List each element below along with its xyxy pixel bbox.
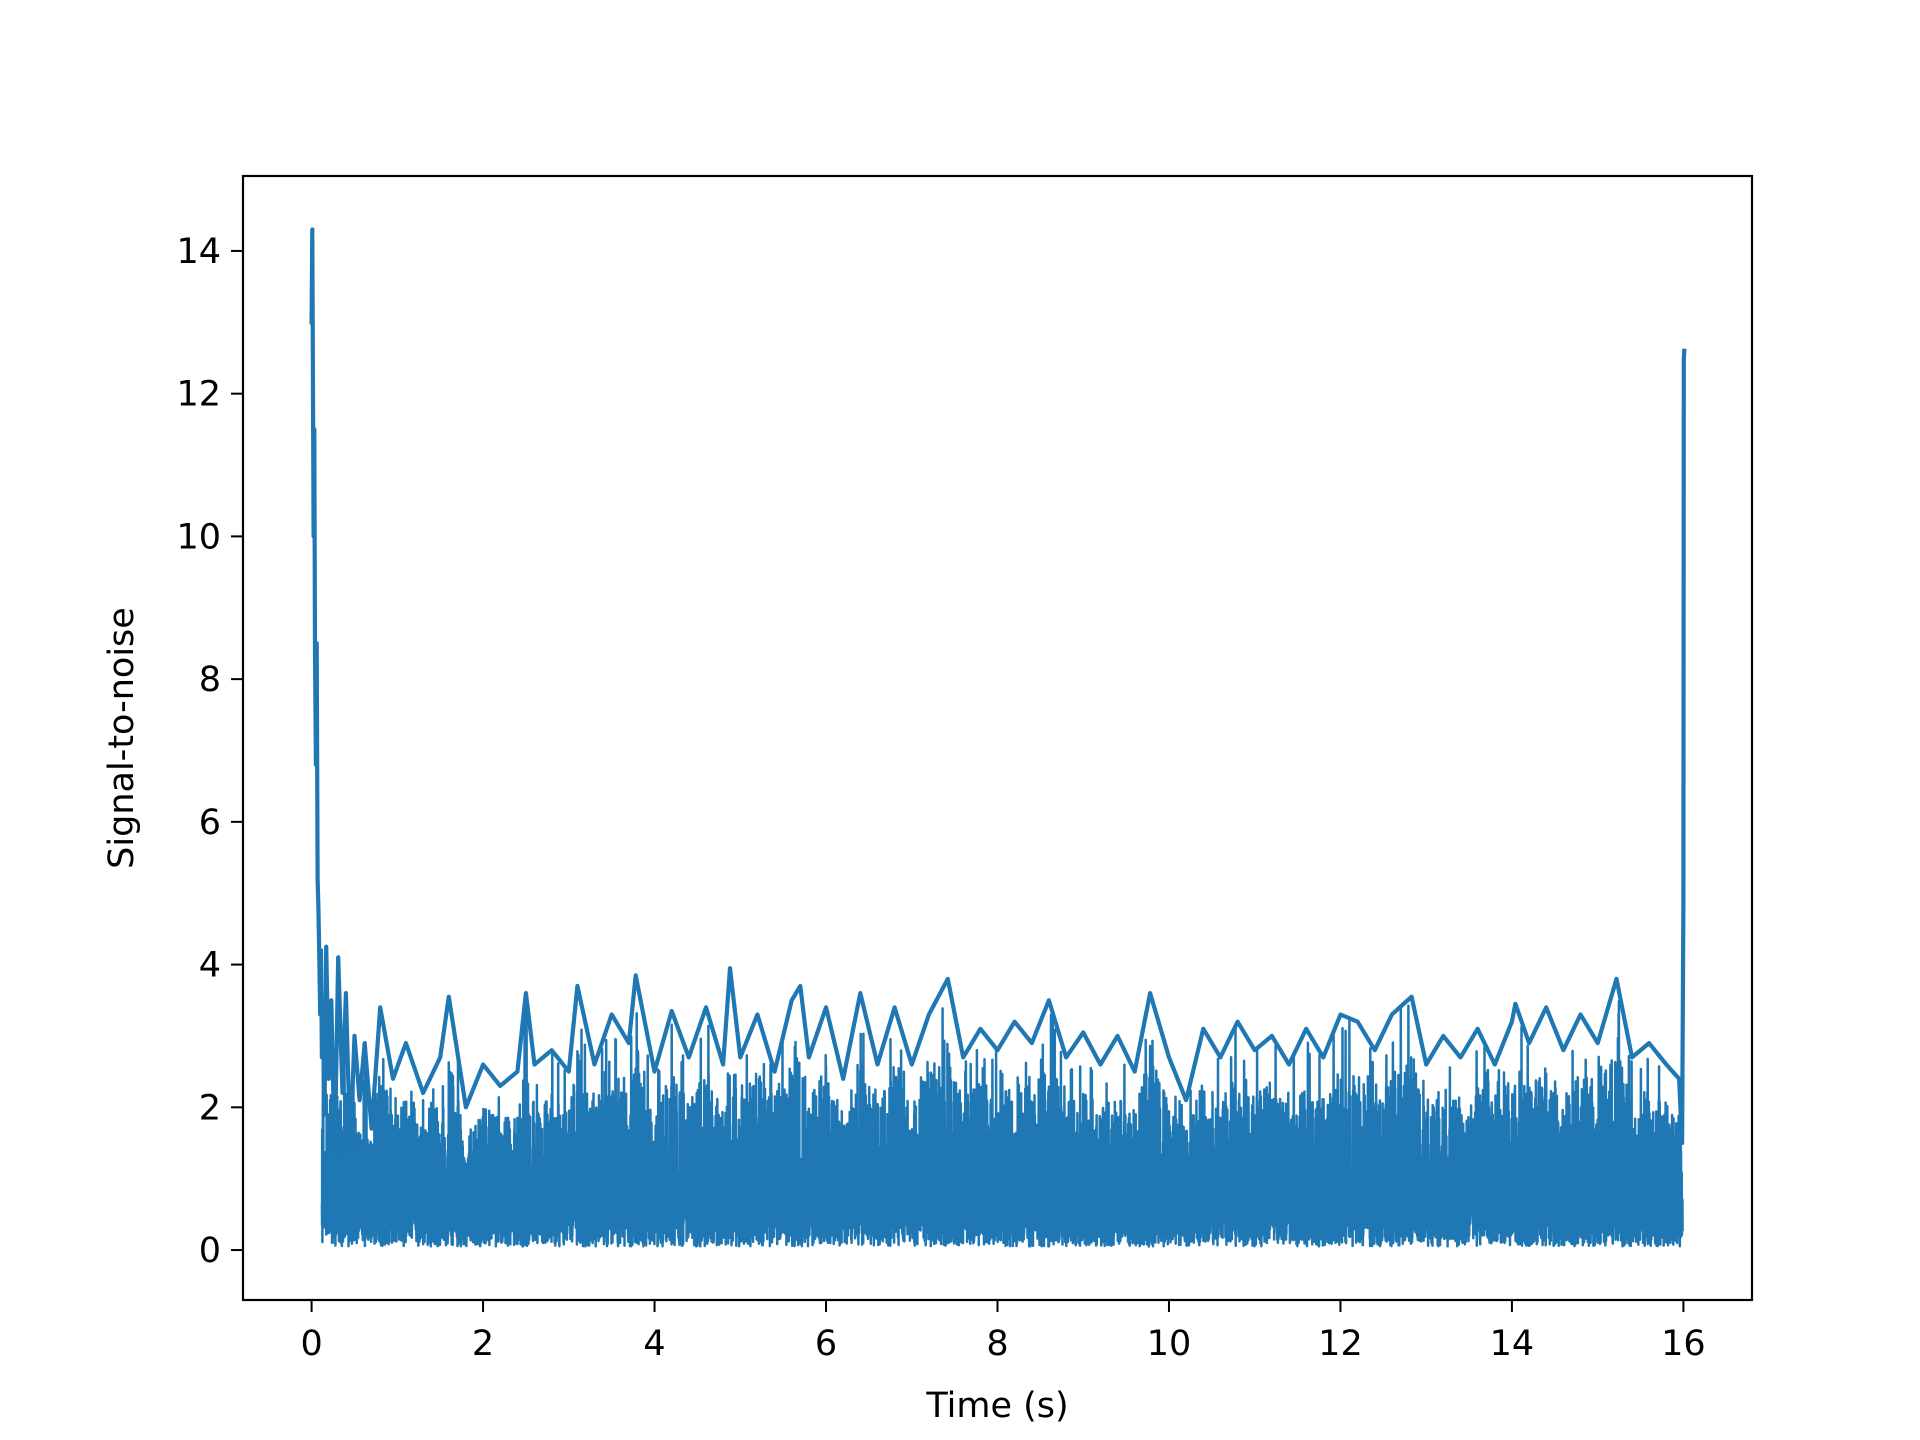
x-tick-label: 4: [643, 1324, 665, 1364]
x-tick-label: 0: [300, 1324, 322, 1364]
y-tick-label: 8: [199, 660, 221, 700]
plot-area: [309, 227, 1687, 1248]
y-tick-label: 10: [176, 517, 221, 557]
y-tick-label: 2: [199, 1088, 221, 1128]
x-tick-label: 6: [815, 1324, 837, 1364]
y-tick-label: 0: [199, 1231, 221, 1271]
x-axis-label: Time (s): [925, 1386, 1068, 1426]
x-tick-label: 14: [1490, 1324, 1535, 1364]
x-tick-label: 16: [1661, 1324, 1706, 1364]
y-axis-label: Signal-to-noise: [102, 607, 142, 869]
x-axis: 0 2 4 6 8 10 12 14 16: [300, 1300, 1706, 1364]
y-tick-label: 12: [176, 375, 221, 415]
y-tick-label: 14: [176, 232, 221, 272]
x-tick-label: 2: [472, 1324, 494, 1364]
y-tick-label: 6: [199, 803, 221, 843]
x-tick-label: 10: [1147, 1324, 1192, 1364]
y-axis: 0 2 4 6 8 10 12 14: [176, 232, 243, 1271]
series-line: [309, 227, 1687, 1160]
x-tick-label: 12: [1318, 1324, 1363, 1364]
y-tick-label: 4: [199, 946, 221, 986]
x-tick-label: 8: [986, 1324, 1008, 1364]
noise-band: [320, 1000, 1684, 1248]
